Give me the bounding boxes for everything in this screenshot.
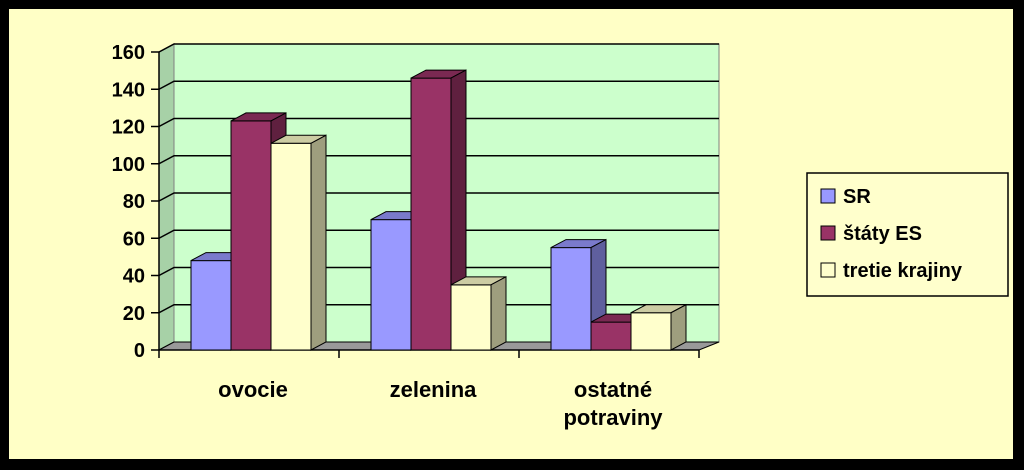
bars xyxy=(190,69,687,351)
bar-front xyxy=(410,77,452,351)
bar-front xyxy=(270,142,312,351)
bar-front xyxy=(190,260,232,351)
gridline xyxy=(158,80,719,90)
bar-front xyxy=(450,284,492,351)
bar-front xyxy=(590,321,632,351)
category-label: ovocie xyxy=(218,377,288,402)
y-tick-label: 160 xyxy=(112,42,145,64)
gridline xyxy=(158,304,719,314)
legend-swatch xyxy=(820,262,836,278)
y-tick-label: 20 xyxy=(123,303,145,325)
y-tick-label: 140 xyxy=(112,79,145,101)
y-tick-label: 100 xyxy=(112,154,145,176)
bar xyxy=(450,275,507,351)
legend-swatch xyxy=(820,225,836,241)
chart-frame: 0 20 40 60 80 100 120 140 160 ovocie zelenina osta… xyxy=(9,9,1013,459)
bar xyxy=(630,303,687,351)
legend-label: SR xyxy=(843,186,871,208)
category-label: zelenina xyxy=(390,377,478,402)
category-label: ostatné potraviny xyxy=(563,377,663,430)
gridline xyxy=(158,117,719,128)
bar xyxy=(270,134,327,351)
bar-front xyxy=(550,247,592,351)
legend-box xyxy=(806,172,1009,297)
gridline xyxy=(158,192,719,202)
gridline xyxy=(158,266,719,277)
legend: SR štáty ES tretie krajiny xyxy=(806,172,1009,297)
y-tick-label: 80 xyxy=(123,191,145,213)
gridlines xyxy=(158,43,719,314)
gridline xyxy=(158,43,719,53)
y-tick-label: 120 xyxy=(112,117,145,139)
chart: 0 20 40 60 80 100 120 140 160 ovocie zelenina osta… xyxy=(112,42,1009,430)
bar-front xyxy=(630,312,672,351)
gridline xyxy=(158,155,719,165)
bar-side xyxy=(490,275,507,351)
y-tick-label: 0 xyxy=(134,340,145,362)
bar-front xyxy=(230,120,272,351)
y-tick-label: 60 xyxy=(123,228,145,250)
gridline xyxy=(158,229,719,239)
bar-front xyxy=(370,219,412,351)
bar-side xyxy=(310,134,327,351)
legend-swatch xyxy=(820,188,836,204)
category-labels: ovocie zelenina ostatné potraviny xyxy=(218,377,663,430)
bar-side xyxy=(670,303,687,351)
y-tick-label: 40 xyxy=(123,266,145,288)
legend-label: štáty ES xyxy=(843,223,922,245)
legend-label: tretie krajiny xyxy=(843,260,963,282)
